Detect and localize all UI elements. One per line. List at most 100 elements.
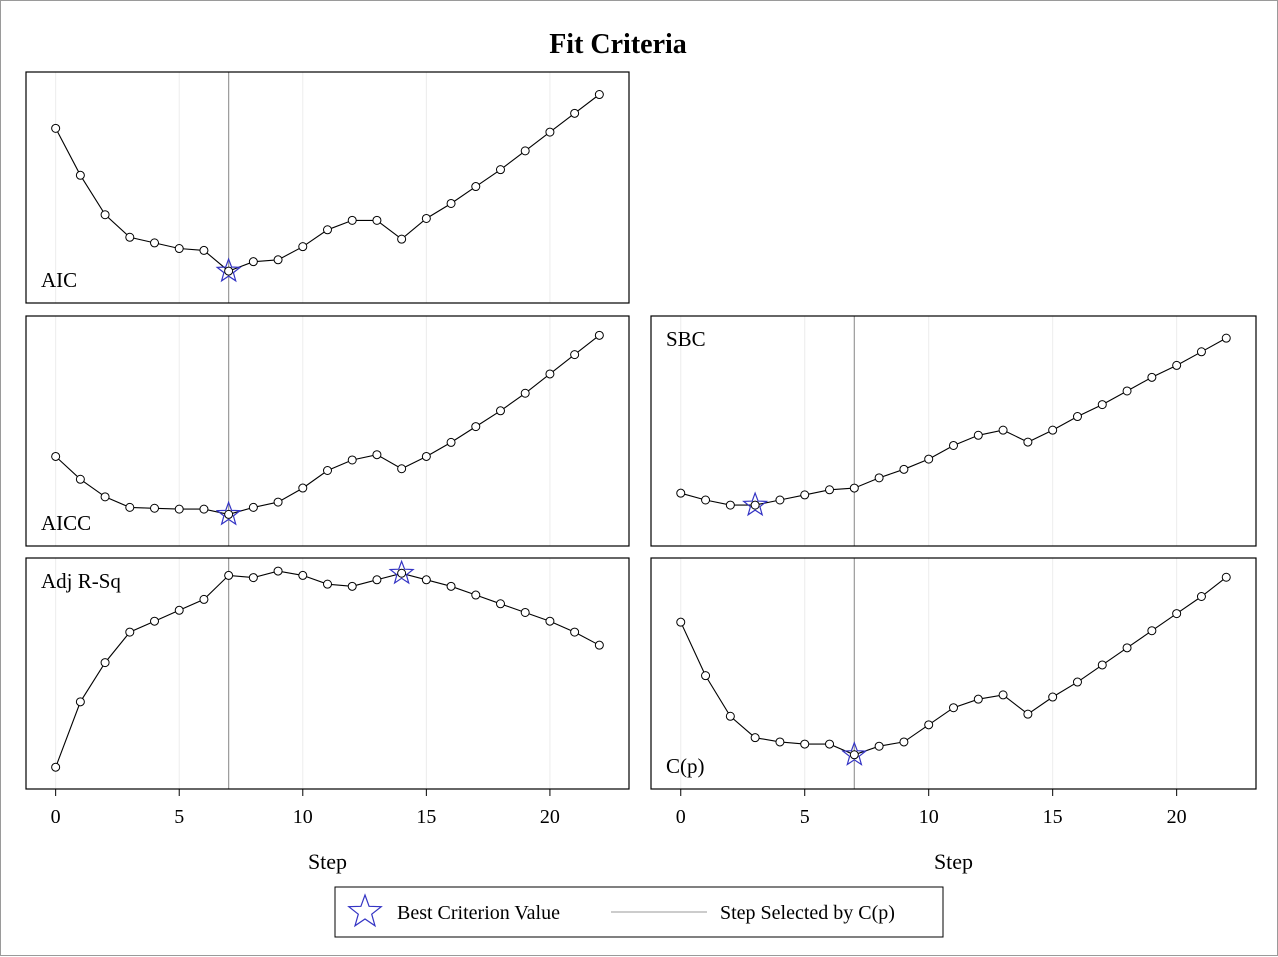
data-point <box>298 570 308 580</box>
data-point <box>347 581 357 591</box>
data-point <box>949 703 958 713</box>
data-point <box>421 451 431 461</box>
data-point <box>570 108 580 118</box>
data-point <box>75 474 85 484</box>
series-line <box>55 570 600 768</box>
data-point <box>397 234 407 244</box>
panel-adj-r-sq: Adj R-Sq 0 5 10 15 20 Step <box>25 557 630 874</box>
data-point <box>51 762 61 772</box>
data-point <box>397 568 407 578</box>
legend-label-best: Best Criterion Value <box>397 902 560 924</box>
best-criterion-star <box>742 491 769 517</box>
data-point <box>1023 437 1033 447</box>
x-axis-label: Step <box>308 849 347 874</box>
data-point <box>1147 626 1157 636</box>
data-point <box>495 599 505 609</box>
data-point <box>1023 709 1033 719</box>
data-point <box>273 497 283 507</box>
data-point <box>75 170 85 180</box>
data-point <box>298 483 308 493</box>
panel-frame <box>650 557 1257 790</box>
data-point <box>775 737 785 747</box>
data-point <box>998 690 1008 700</box>
panel-aicc: AICC <box>25 315 630 547</box>
legend-label-selected: Step Selected by C(p) <box>720 902 895 924</box>
x-tick-label: 0 <box>51 806 61 828</box>
data-point <box>1072 677 1082 687</box>
data-point <box>347 455 357 465</box>
data-point <box>471 182 481 192</box>
data-point <box>701 671 711 681</box>
data-point <box>750 500 760 510</box>
panel-frame <box>25 71 630 304</box>
panel-frame <box>25 315 630 547</box>
data-point <box>471 422 481 432</box>
data-point <box>372 575 382 585</box>
data-point <box>874 473 884 483</box>
data-point <box>1048 425 1058 435</box>
data-point <box>545 127 555 137</box>
data-point <box>323 225 332 235</box>
x-tick-label: 15 <box>1043 806 1063 828</box>
data-point <box>825 485 835 495</box>
data-point <box>1097 400 1107 410</box>
data-point <box>125 502 135 512</box>
data-point <box>725 711 735 721</box>
data-point <box>446 437 456 447</box>
data-point <box>446 581 456 591</box>
data-point <box>495 406 505 416</box>
data-point <box>372 215 382 225</box>
panel-label: Adj R-Sq <box>41 569 121 593</box>
data-point <box>1172 609 1182 619</box>
panel-frame <box>25 557 630 790</box>
x-tick-label: 15 <box>416 806 436 828</box>
data-point <box>100 492 110 502</box>
data-point <box>725 500 735 510</box>
data-point <box>224 266 234 276</box>
series-line <box>55 94 600 272</box>
data-point <box>545 369 555 379</box>
x-tick-label: 0 <box>676 806 686 828</box>
data-point <box>224 509 234 519</box>
data-point <box>100 658 110 668</box>
data-point <box>750 733 760 743</box>
data-point <box>248 502 258 512</box>
data-point <box>1196 592 1206 601</box>
data-point <box>150 503 160 513</box>
data-point <box>594 90 604 100</box>
data-point <box>199 504 209 514</box>
data-point <box>273 566 283 576</box>
data-point <box>998 425 1008 435</box>
series-line <box>680 337 1227 506</box>
chart-title: Fit Criteria <box>549 29 687 60</box>
data-point <box>1048 692 1058 702</box>
data-point <box>248 257 258 267</box>
panel-c-p-: C(p) 0 5 10 15 20 Step <box>650 557 1257 874</box>
data-point <box>973 694 983 704</box>
x-tick-label: 5 <box>800 806 810 828</box>
data-point <box>899 737 909 747</box>
x-tick-label: 20 <box>540 806 560 828</box>
data-point <box>1221 333 1231 343</box>
data-point <box>397 464 407 474</box>
data-point <box>495 165 505 175</box>
x-axis-label: Step <box>934 849 973 874</box>
data-point <box>372 450 382 460</box>
data-point <box>899 464 909 474</box>
data-point <box>1172 360 1182 370</box>
data-point <box>125 232 135 242</box>
data-point <box>800 739 810 749</box>
panel-frame <box>650 315 1257 547</box>
best-criterion-star <box>215 500 242 526</box>
data-point <box>800 490 810 500</box>
data-point <box>1122 386 1132 396</box>
data-point <box>421 575 431 585</box>
data-point <box>849 483 859 493</box>
data-point <box>75 697 85 707</box>
data-point <box>594 330 604 340</box>
data-point <box>224 570 234 580</box>
data-point <box>347 215 357 225</box>
data-point <box>594 640 604 650</box>
